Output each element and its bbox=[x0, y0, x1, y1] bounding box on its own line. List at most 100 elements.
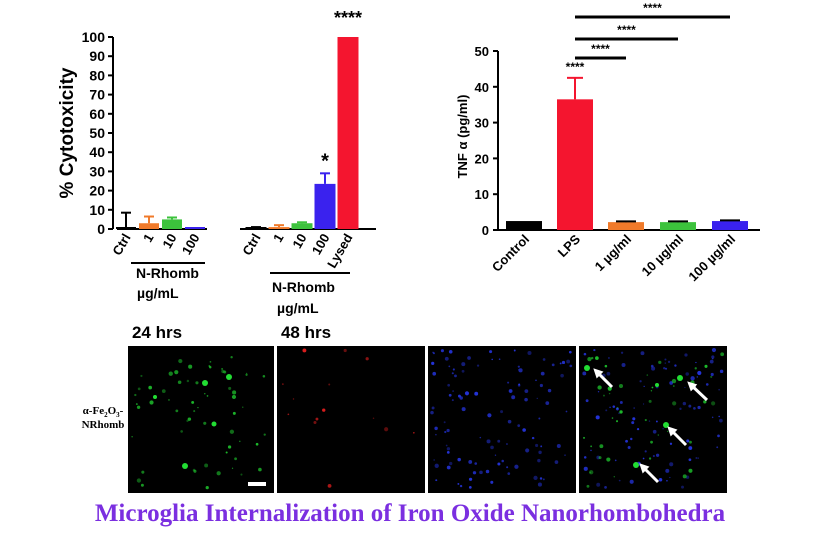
cell-dot bbox=[712, 358, 714, 360]
bright-cell bbox=[655, 383, 659, 387]
cell-dot bbox=[710, 372, 714, 377]
cell-dot bbox=[644, 450, 647, 453]
cell-dot bbox=[140, 483, 144, 487]
x-tick-label: 10 µg/ml bbox=[639, 232, 687, 280]
y-tick-label: 80 bbox=[89, 67, 105, 83]
cell-dot bbox=[461, 362, 466, 367]
cell-dot bbox=[569, 364, 573, 368]
cell-dot bbox=[719, 369, 724, 374]
cell-dot bbox=[431, 361, 435, 365]
micrograph-blue-panel bbox=[428, 346, 576, 493]
cell-dot bbox=[673, 385, 675, 387]
cell-dot bbox=[616, 420, 619, 423]
bar bbox=[162, 219, 182, 229]
cell-dot bbox=[688, 468, 693, 473]
y-tick-label: 20 bbox=[475, 151, 489, 166]
cell-dot bbox=[705, 383, 709, 386]
cell-dot bbox=[449, 461, 453, 466]
cell-dot bbox=[612, 405, 616, 408]
cell-dot bbox=[686, 439, 690, 443]
cell-dot bbox=[485, 469, 490, 474]
cell-dot bbox=[633, 407, 635, 409]
cell-dot bbox=[186, 379, 190, 383]
cell-dot bbox=[282, 383, 284, 385]
cell-dot bbox=[221, 367, 224, 370]
cell-dot bbox=[430, 410, 434, 415]
bar bbox=[557, 99, 593, 230]
cell-dot bbox=[327, 483, 332, 488]
cell-dot bbox=[582, 371, 587, 376]
cell-dot bbox=[599, 444, 604, 449]
cell-dot bbox=[648, 399, 652, 403]
y-tick-label: 0 bbox=[482, 223, 489, 238]
cell-dot bbox=[665, 367, 668, 370]
cell-dot bbox=[651, 366, 656, 371]
cell-dot bbox=[583, 466, 588, 471]
cell-dot bbox=[384, 427, 389, 432]
cell-dot bbox=[620, 351, 624, 354]
y-tick-label: 40 bbox=[89, 144, 105, 160]
group-label: N-Rhomb bbox=[272, 279, 335, 295]
x-tick-label: LPS bbox=[555, 231, 584, 260]
cell-dot bbox=[322, 408, 326, 412]
bar bbox=[660, 222, 696, 230]
x-tick-label: 10 bbox=[289, 231, 309, 251]
cell-dot bbox=[639, 380, 642, 383]
cell-dot bbox=[205, 485, 209, 490]
bright-cell bbox=[663, 422, 669, 428]
cell-dot bbox=[451, 372, 454, 375]
cell-dot bbox=[168, 399, 170, 401]
cell-dot bbox=[608, 392, 611, 395]
x-tick-label: 1 bbox=[140, 231, 157, 245]
cell-dot bbox=[538, 450, 542, 455]
bar bbox=[712, 221, 748, 230]
cell-dot bbox=[474, 391, 479, 396]
cell-dot bbox=[178, 358, 183, 364]
cell-dot bbox=[476, 364, 480, 367]
cell-dot bbox=[448, 393, 452, 397]
cell-dot bbox=[655, 453, 660, 457]
cell-dot bbox=[655, 420, 658, 423]
cell-dot bbox=[457, 482, 460, 485]
cell-dot bbox=[489, 350, 493, 354]
cell-dot bbox=[445, 444, 448, 447]
cell-dot bbox=[234, 457, 237, 461]
cell-dot bbox=[627, 445, 631, 449]
cell-dot bbox=[586, 484, 590, 488]
cell-dot bbox=[522, 428, 526, 432]
cell-dot bbox=[583, 436, 585, 439]
cell-dot bbox=[606, 371, 611, 376]
cell-dot bbox=[613, 476, 615, 478]
tnf-alpha-chart: 0 10 20 30 40 50 TNF α (pg/ml) Control **** LPS 1 … bbox=[455, 1, 760, 284]
cell-dot bbox=[711, 355, 715, 359]
cell-dot bbox=[497, 462, 501, 466]
x-tick-label: 100 µg/ml bbox=[685, 232, 738, 285]
cell-dot bbox=[703, 400, 707, 404]
cell-dot bbox=[682, 474, 687, 479]
cell-dot bbox=[664, 362, 667, 364]
bar bbox=[608, 222, 644, 230]
cell-dot bbox=[258, 467, 262, 472]
row-label-line2: NRhomb bbox=[82, 419, 125, 431]
cell-dot bbox=[667, 430, 669, 433]
cell-dot bbox=[618, 383, 624, 389]
cell-dot bbox=[474, 462, 478, 465]
cell-dot bbox=[435, 433, 437, 436]
cell-dot bbox=[302, 348, 307, 353]
cell-dot bbox=[497, 439, 501, 443]
y-tick-label: 20 bbox=[89, 183, 105, 199]
cell-dot bbox=[148, 385, 153, 390]
x-tick-label: 1 µg/ml bbox=[592, 232, 634, 274]
cell-dot bbox=[230, 356, 233, 359]
cell-dot bbox=[583, 456, 587, 459]
cell-dot bbox=[487, 413, 492, 418]
cell-dot bbox=[630, 437, 633, 441]
cell-dot bbox=[511, 395, 516, 400]
group-unit-label: µg/mL bbox=[277, 300, 319, 316]
cell-dot bbox=[479, 470, 483, 475]
cell-dot bbox=[568, 350, 572, 354]
cell-dot bbox=[131, 435, 133, 438]
cell-dot bbox=[619, 410, 623, 414]
cell-dot bbox=[681, 485, 684, 489]
y-tick-label: 60 bbox=[89, 106, 105, 122]
